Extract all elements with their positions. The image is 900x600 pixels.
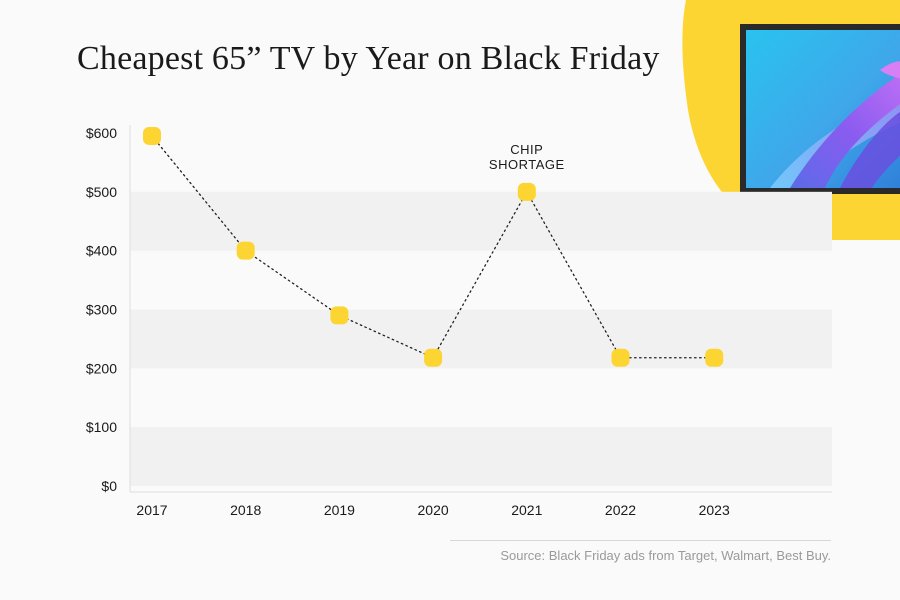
data-point-2022 xyxy=(611,348,630,367)
y-tick-label: $100 xyxy=(86,419,117,435)
data-point-2023 xyxy=(705,348,724,367)
source-divider xyxy=(450,540,831,541)
y-tick-label: $300 xyxy=(86,302,117,318)
x-tick-label: 2022 xyxy=(605,502,636,518)
data-point-2021 xyxy=(517,182,536,201)
data-point-2020 xyxy=(424,348,443,367)
screen-waves xyxy=(770,61,900,188)
y-tick-label: $200 xyxy=(86,360,117,376)
data-point-2019 xyxy=(330,306,349,325)
y-tick-label: $600 xyxy=(86,125,117,141)
x-tick-label: 2021 xyxy=(511,502,542,518)
x-tick-label: 2018 xyxy=(230,502,261,518)
y-tick-label: $400 xyxy=(86,243,117,259)
x-tick-label: 2017 xyxy=(136,502,167,518)
source-note: Source: Black Friday ads from Target, Wa… xyxy=(500,548,831,563)
y-tick-label: $0 xyxy=(101,478,117,494)
grid-band xyxy=(130,309,832,369)
y-tick-label: $500 xyxy=(86,184,117,200)
data-point-2017 xyxy=(143,126,161,145)
grid-band xyxy=(130,191,832,251)
grid-band xyxy=(130,427,832,486)
x-tick-label: 2020 xyxy=(418,502,449,518)
annotation-label: SHORTAGE xyxy=(489,157,565,172)
annotation-label: CHIP xyxy=(510,142,543,157)
data-point-2018 xyxy=(236,241,255,260)
x-tick-label: 2023 xyxy=(699,502,730,518)
x-tick-label: 2019 xyxy=(324,502,355,518)
chart-title: Cheapest 65” TV by Year on Black Friday xyxy=(77,40,660,77)
